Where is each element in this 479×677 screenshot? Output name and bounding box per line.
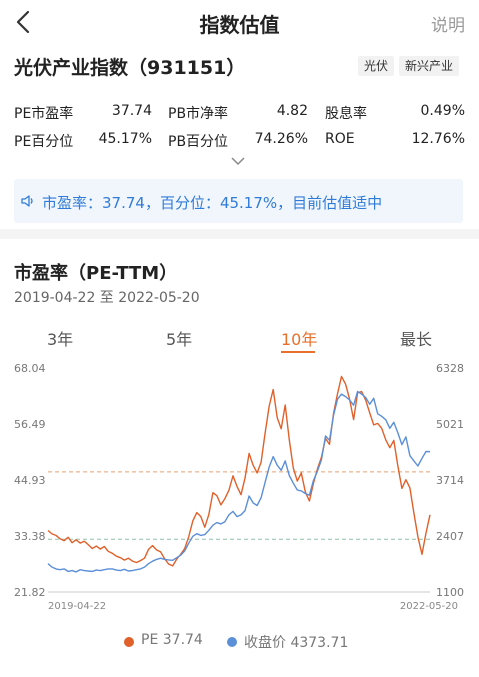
metric-label-dividend: 股息率: [325, 106, 367, 122]
legend-pe-label: PE: [141, 632, 159, 648]
tag-photovoltaic: 光伏: [358, 56, 395, 76]
legend-price-value: 4373.71: [290, 635, 349, 651]
left-axis-tick: 44.93: [14, 474, 46, 487]
metric-label-pe-percentile: PE百分位: [14, 134, 74, 150]
metric-label-pe: PE市盈率: [14, 106, 74, 122]
help-link[interactable]: 说明: [431, 16, 465, 36]
series-line-pe: [47, 375, 431, 567]
tab-5y[interactable]: 5年: [166, 330, 193, 349]
pe-price-chart[interactable]: 68.04 56.49 44.93 33.38 21.82 6328 5021 3714 240…: [0, 360, 479, 615]
left-axis-tick: 56.49: [14, 418, 46, 431]
right-axis-tick: 2407: [436, 530, 464, 543]
index-name: 光伏产业指数（931151）: [14, 57, 246, 79]
valuation-banner: [14, 179, 463, 223]
metric-label-pb: PB市净率: [168, 106, 229, 122]
metric-label-pb-percentile: PB百分位: [168, 134, 229, 150]
right-axis-tick: 1100: [436, 586, 464, 599]
metric-value-dividend: 0.49%: [420, 103, 465, 119]
metric-label-roe: ROE: [325, 131, 355, 147]
speaker-icon: [21, 195, 33, 207]
tag-emerging-industry: 新兴产业: [399, 56, 460, 76]
x-axis-start-label: 2019-04-22: [48, 601, 106, 612]
legend-price-label: 收盘价: [244, 635, 286, 651]
right-axis-tick: 6328: [436, 362, 464, 375]
legend-price: 收盘价 4373.71: [244, 632, 348, 652]
active-tab-indicator: [281, 351, 315, 353]
metric-value-pb: 4.82: [276, 103, 308, 119]
date-range: 2019-04-22 至 2022-05-20: [14, 290, 200, 306]
right-axis-tick: 5021: [436, 418, 464, 431]
chart-title: 市盈率（PE-TTM）: [14, 263, 178, 284]
legend-dot-price: [227, 637, 237, 647]
left-axis-tick: 33.38: [14, 530, 46, 543]
left-axis-tick: 68.04: [14, 362, 46, 375]
metric-value-pe: 37.74: [111, 103, 152, 119]
legend-dot-pe: [124, 637, 134, 647]
top-bar: 指数估值 说明: [0, 0, 479, 46]
metric-value-pe-percentile: 45.17%: [98, 131, 152, 147]
metric-value-roe: 12.76%: [411, 131, 465, 147]
expand-chevron-icon[interactable]: [230, 155, 246, 167]
right-axis-tick: 3714: [436, 474, 464, 487]
valuation-banner-text: 市盈率：37.74，百分位：45.17%，目前估值适中: [42, 194, 383, 212]
x-axis-end-label: 2022-05-20: [400, 601, 458, 612]
left-axis-tick: 21.82: [14, 586, 46, 599]
back-arrow-icon[interactable]: [10, 8, 38, 36]
tab-max[interactable]: 最长: [400, 330, 433, 349]
page-title: 指数估值: [199, 13, 280, 37]
legend-pe-value: 37.74: [162, 632, 203, 648]
series-line-close-price: [47, 390, 431, 573]
legend-pe: PE 37.74: [141, 632, 203, 648]
metric-value-pb-percentile: 74.26%: [254, 131, 308, 147]
tab-3y[interactable]: 3年: [47, 330, 74, 349]
section-divider: [0, 229, 479, 239]
tab-10y[interactable]: 10年: [281, 330, 318, 349]
